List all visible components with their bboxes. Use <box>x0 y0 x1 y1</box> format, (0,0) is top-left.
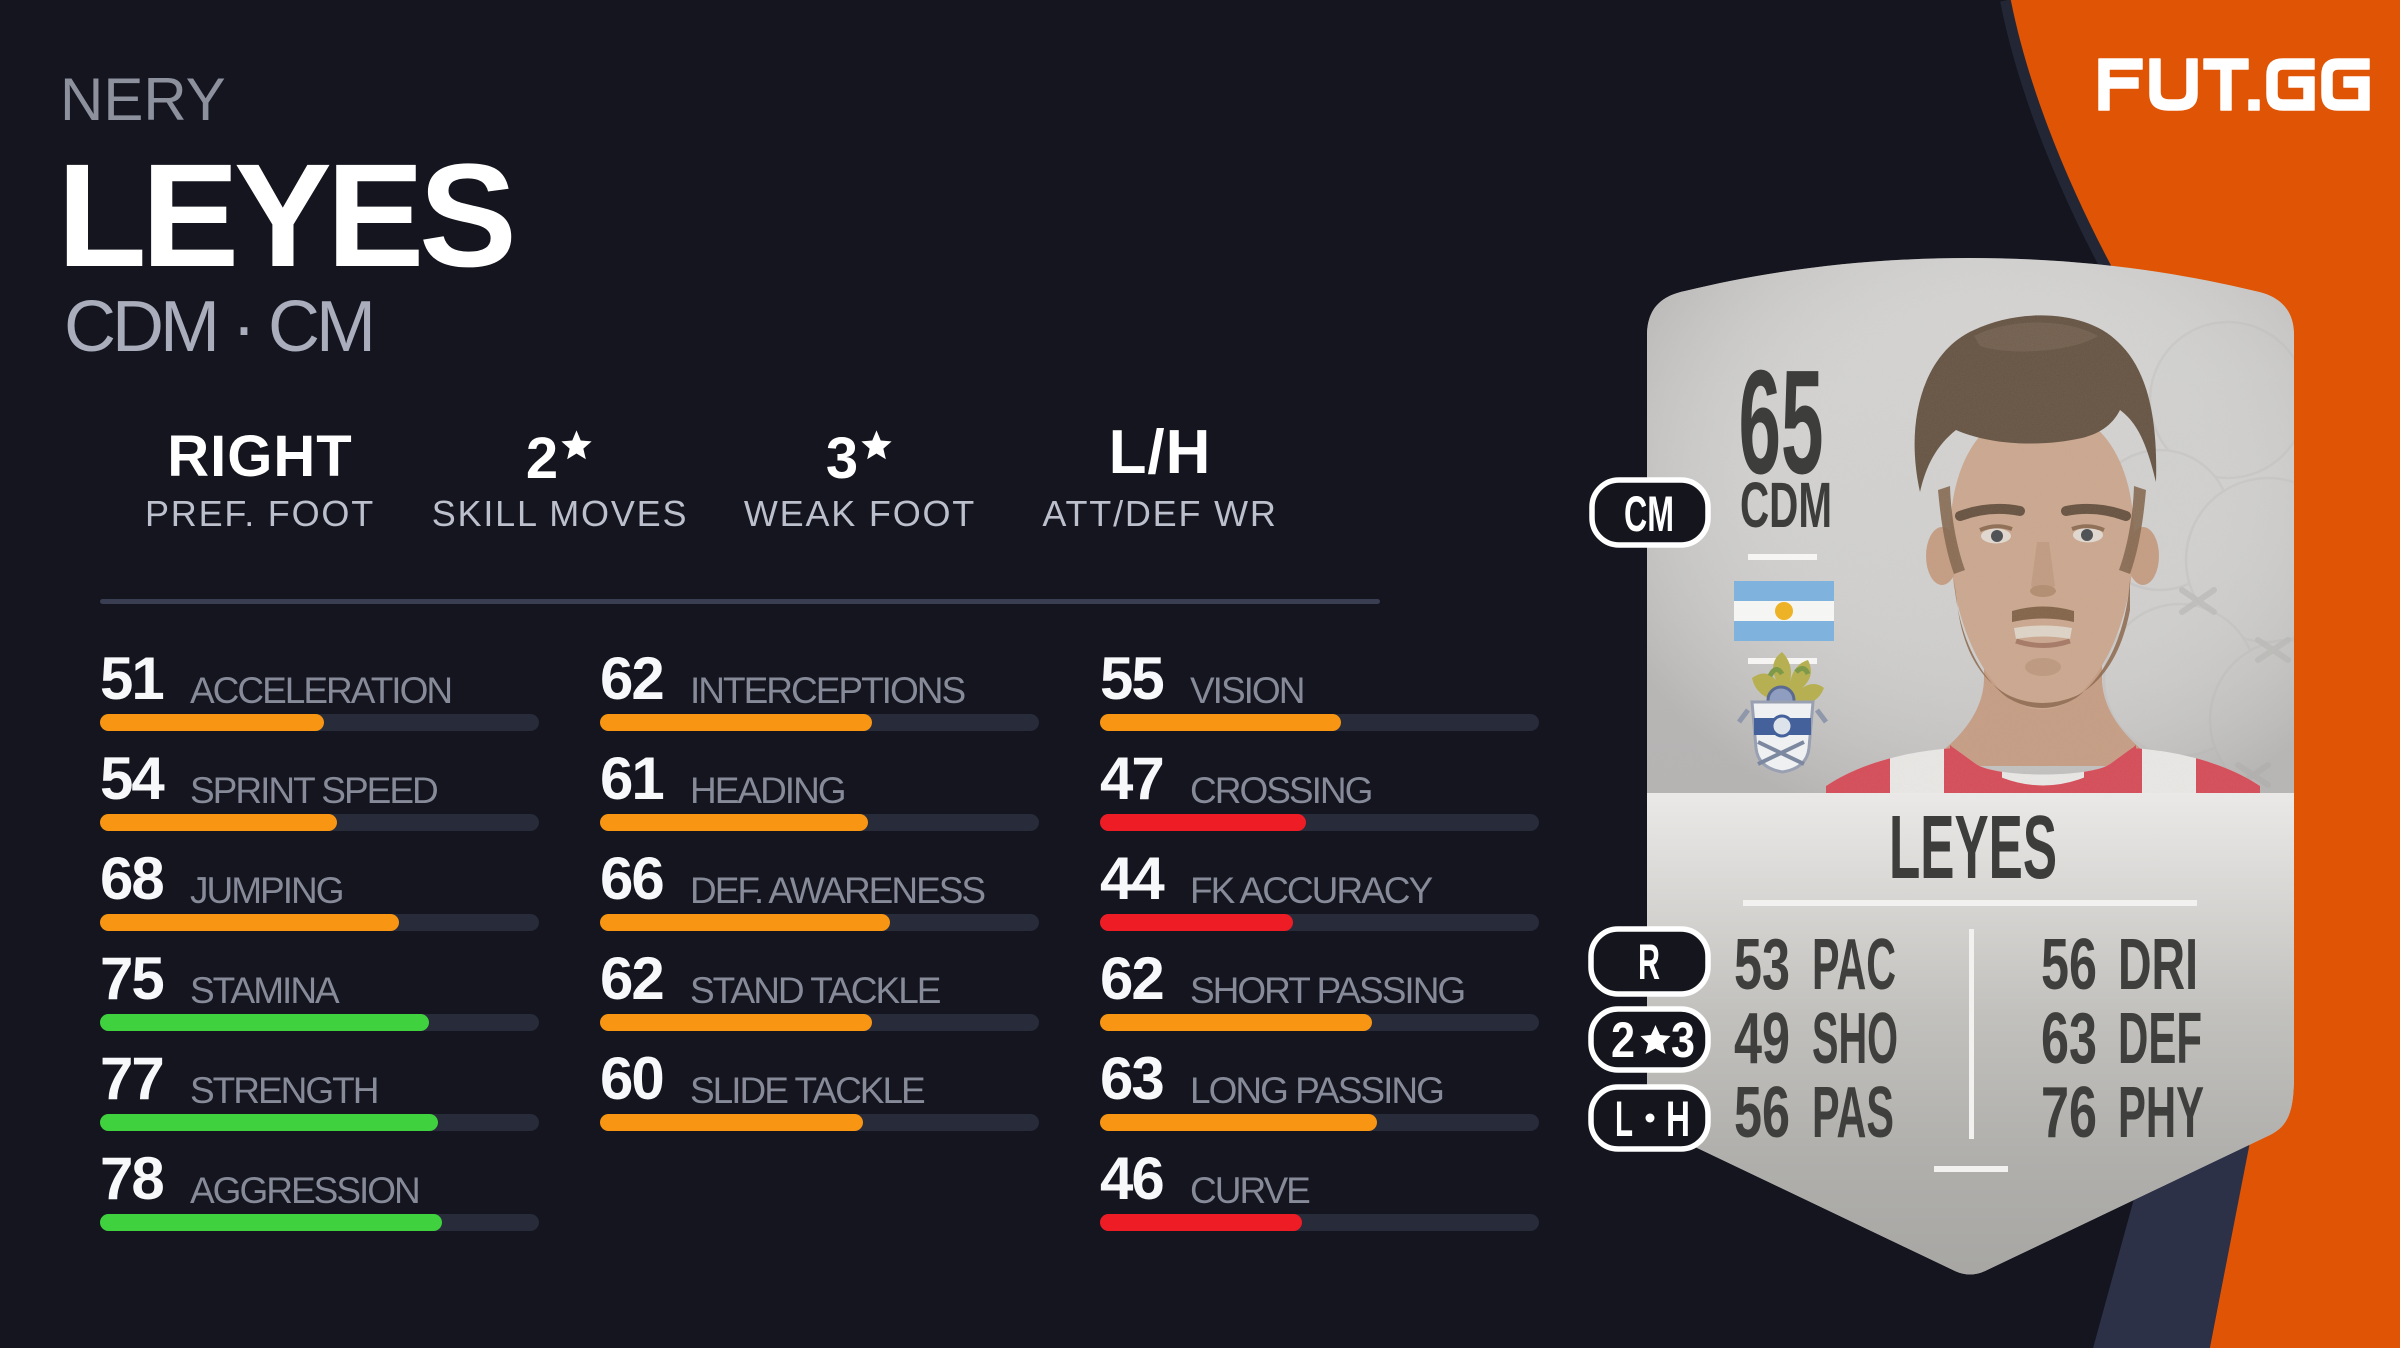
svg-text:DRI: DRI <box>2118 925 2198 1005</box>
svg-text:L: L <box>1615 1091 1633 1147</box>
svg-text:CM: CM <box>1624 486 1674 542</box>
svg-text:H: H <box>1666 1091 1690 1147</box>
svg-text:49: 49 <box>1734 999 1790 1079</box>
svg-text:2: 2 <box>1611 1012 1635 1068</box>
svg-text:53: 53 <box>1734 925 1790 1005</box>
svg-text:PHY: PHY <box>2118 1073 2204 1153</box>
svg-text:PAS: PAS <box>1812 1073 1894 1153</box>
svg-text:R: R <box>1638 934 1660 990</box>
svg-text:SHO: SHO <box>1812 999 1898 1079</box>
svg-text:65: 65 <box>1739 340 1824 505</box>
svg-text:CDM: CDM <box>1740 469 1832 541</box>
svg-text:DEF: DEF <box>2118 999 2202 1079</box>
svg-text:56: 56 <box>2041 925 2097 1005</box>
svg-text:3: 3 <box>1671 1012 1695 1068</box>
svg-text:LEYES: LEYES <box>1889 798 2057 898</box>
svg-text:63: 63 <box>2041 999 2097 1079</box>
svg-text:76: 76 <box>2041 1073 2097 1153</box>
svg-text:56: 56 <box>1734 1073 1790 1153</box>
svg-text:PAC: PAC <box>1812 925 1896 1005</box>
